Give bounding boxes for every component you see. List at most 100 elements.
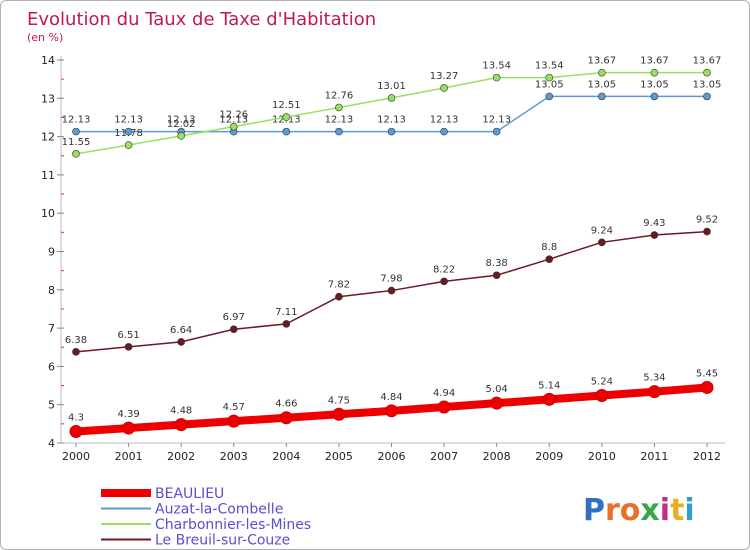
logo-letter: i	[684, 493, 694, 528]
data-point	[385, 404, 398, 418]
data-point	[335, 127, 343, 136]
data-point	[122, 421, 136, 435]
data-point	[279, 411, 293, 425]
data-label: 12.13	[377, 115, 406, 126]
data-label: 9.24	[591, 225, 613, 236]
data-point	[595, 389, 609, 403]
data-label: 13.67	[588, 56, 617, 67]
data-label: 4.3	[68, 413, 84, 424]
data-label: 11.78	[114, 128, 143, 139]
data-label: 12.26	[219, 110, 248, 121]
data-label: 13.05	[693, 79, 722, 90]
y-tick-label: 6	[48, 360, 55, 373]
data-label: 4.39	[117, 409, 139, 420]
data-point	[282, 320, 291, 328]
data-label: 7.98	[380, 274, 402, 285]
data-point	[598, 68, 606, 77]
y-tick-label: 5	[48, 399, 55, 412]
data-point	[490, 396, 504, 410]
y-tick-label: 8	[48, 284, 55, 297]
x-tick-label: 2005	[325, 450, 353, 463]
data-label: 13.27	[430, 71, 459, 82]
data-point	[598, 238, 606, 247]
legend-item: Le Breuil-sur-Couze	[101, 533, 290, 549]
data-point	[229, 122, 238, 131]
data-point	[700, 380, 714, 394]
data-label: 11.55	[62, 137, 91, 148]
y-tick-label: 13	[41, 92, 55, 105]
logo-letter: i	[660, 493, 670, 528]
data-label: 12.13	[114, 115, 143, 126]
data-label: 12.13	[325, 115, 354, 126]
data-point	[124, 127, 133, 136]
data-point	[387, 127, 396, 136]
data-label: 4.94	[433, 388, 455, 399]
data-point	[545, 73, 554, 82]
y-tick-label: 12	[41, 131, 55, 144]
data-point	[440, 127, 448, 136]
legend-item: BEAULIEU	[101, 486, 224, 502]
legend-item: Charbonnier-les-Mines	[101, 517, 311, 533]
y-tick-label: 9	[48, 246, 55, 259]
series-beaulieu: 4.3 4.39 4.48 4.57 4.66 4.75 4.84 4.94 5.04 5.14 5…	[68, 368, 718, 439]
chart-subtitle: (en %)	[27, 31, 63, 44]
data-point	[492, 73, 501, 82]
series-auzat-la-combelle: 12.13 12.13 12.13 12.13 12.13 12.13 12.13 12.13…	[62, 79, 722, 136]
data-point	[332, 407, 346, 421]
logo-letter: r	[605, 493, 620, 528]
data-point	[177, 338, 185, 346]
x-tick-label: 2003	[220, 450, 248, 463]
data-point	[282, 127, 291, 136]
x-tick-label: 2002	[167, 450, 195, 463]
y-tick-label: 10	[41, 207, 55, 220]
x-tick-label: 2007	[430, 450, 458, 463]
data-point	[227, 414, 241, 428]
data-label: 13.01	[377, 81, 406, 92]
data-point	[650, 231, 659, 239]
data-point	[69, 425, 83, 439]
data-point	[703, 92, 711, 101]
data-label: 5.24	[591, 377, 613, 388]
data-label: 13.54	[482, 61, 511, 72]
y-tick-label: 4	[48, 437, 55, 450]
y-tick-label: 11	[41, 169, 55, 182]
x-tick-label: 2004	[272, 450, 300, 463]
data-label: 12.13	[62, 115, 91, 126]
data-label: 12.51	[272, 100, 301, 111]
data-point	[650, 68, 659, 77]
data-point	[650, 92, 659, 101]
series-layer: 12.13 12.13 12.13 12.13 12.13 12.13 12.13 12.13…	[62, 56, 722, 439]
legend-item: Auzat-la-Combelle	[101, 502, 283, 518]
x-tick-label: 2011	[640, 450, 668, 463]
legend-label: Le Breuil-sur-Couze	[155, 533, 290, 549]
data-point	[282, 113, 291, 121]
x-tick-label: 2010	[588, 450, 616, 463]
y-tick-label: 14	[41, 54, 55, 67]
data-label: 13.05	[588, 79, 617, 90]
data-point	[72, 348, 80, 356]
data-label: 9.52	[696, 215, 718, 226]
data-label: 8.8	[541, 242, 557, 253]
x-tick-label: 2006	[378, 450, 406, 463]
data-label: 6.38	[65, 335, 87, 346]
data-label: 8.38	[486, 258, 508, 269]
chart-title: Evolution du Taux de Taxe d'Habitation	[27, 9, 376, 30]
data-point	[72, 127, 80, 136]
x-tick-label: 2008	[483, 450, 511, 463]
data-label: 12.13	[482, 115, 511, 126]
axes: 4 5 6 7 8 9 10 11 12 13 14 2000 2001 2002 2003 2004 2005…	[41, 54, 725, 463]
data-label: 5.14	[538, 380, 560, 391]
data-label: 13.67	[640, 56, 669, 67]
data-label: 9.43	[643, 218, 665, 229]
x-tick-label: 2009	[535, 450, 563, 463]
data-label: 5.34	[643, 373, 665, 384]
data-label: 12.02	[167, 119, 196, 130]
data-label: 4.75	[328, 395, 350, 406]
data-label: 12.13	[430, 115, 459, 126]
data-point	[437, 400, 451, 414]
data-point	[440, 84, 448, 92]
data-point	[492, 271, 501, 280]
data-label: 4.84	[380, 392, 402, 403]
